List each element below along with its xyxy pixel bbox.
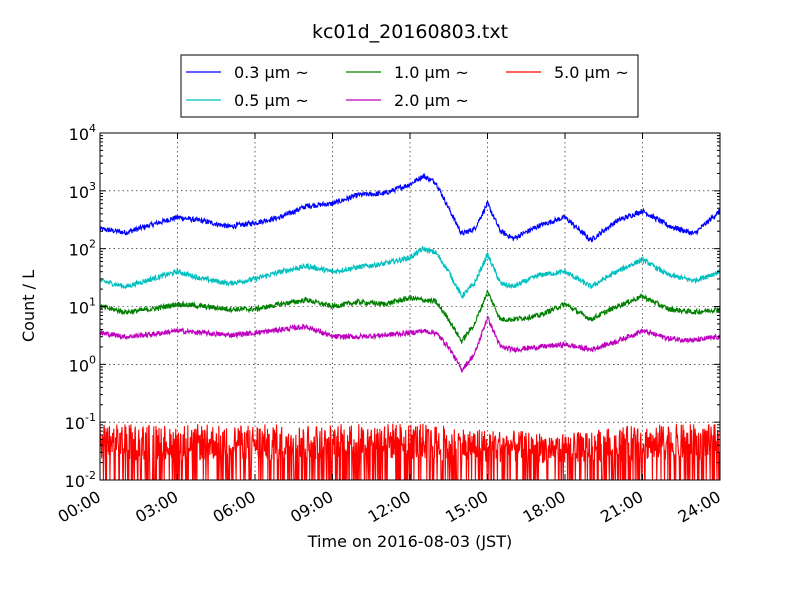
x-tick-label: 15:00: [442, 487, 491, 527]
legend-label: 1.0 µm ~: [394, 63, 469, 82]
y-tick-label: 101: [69, 296, 96, 318]
x-tick-label: 03:00: [132, 487, 181, 527]
legend-label: 0.5 µm ~: [234, 91, 309, 110]
y-axis-ticks: 10-2 10-1 100 101 102 103 104: [65, 122, 720, 491]
chart-title: kc01d_20160803.txt: [312, 21, 508, 43]
x-tick-label: 06:00: [210, 487, 259, 527]
y-axis-label: Count / L: [19, 270, 38, 342]
y-tick-label: 104: [69, 122, 96, 144]
series-line-3: [99, 315, 721, 373]
x-tick-label: 09:00: [287, 487, 336, 527]
series-layer: [99, 172, 721, 481]
x-tick-label: 12:00: [365, 487, 414, 527]
series-line-1: [99, 245, 721, 300]
y-tick-label: 10-1: [65, 411, 96, 433]
y-tick-label: 102: [69, 238, 96, 260]
x-tick-label: 18:00: [520, 487, 569, 527]
legend-label: 2.0 µm ~: [394, 91, 469, 110]
legend-box: [180, 54, 639, 118]
y-tick-label: 10-2: [65, 469, 96, 491]
legend-label: 0.3 µm ~: [234, 63, 309, 82]
x-tick-label: 00:00: [55, 487, 104, 527]
x-tick-label: 21:00: [597, 487, 646, 527]
x-tick-label: 24:00: [675, 487, 724, 527]
y-tick-label: 100: [69, 353, 96, 375]
series-line-2: [99, 289, 721, 344]
legend-label: 5.0 µm ~: [554, 63, 629, 82]
y-tick-label: 103: [69, 180, 96, 202]
legend: 0.3 µm ~ 0.5 µm ~ 1.0 µm ~ 2.0 µm ~ 5.0 µm ~: [180, 54, 639, 118]
series-line-4: [99, 423, 721, 481]
series-line-0: [99, 172, 721, 243]
x-axis-label: Time on 2016-08-03 (JST): [307, 532, 512, 551]
